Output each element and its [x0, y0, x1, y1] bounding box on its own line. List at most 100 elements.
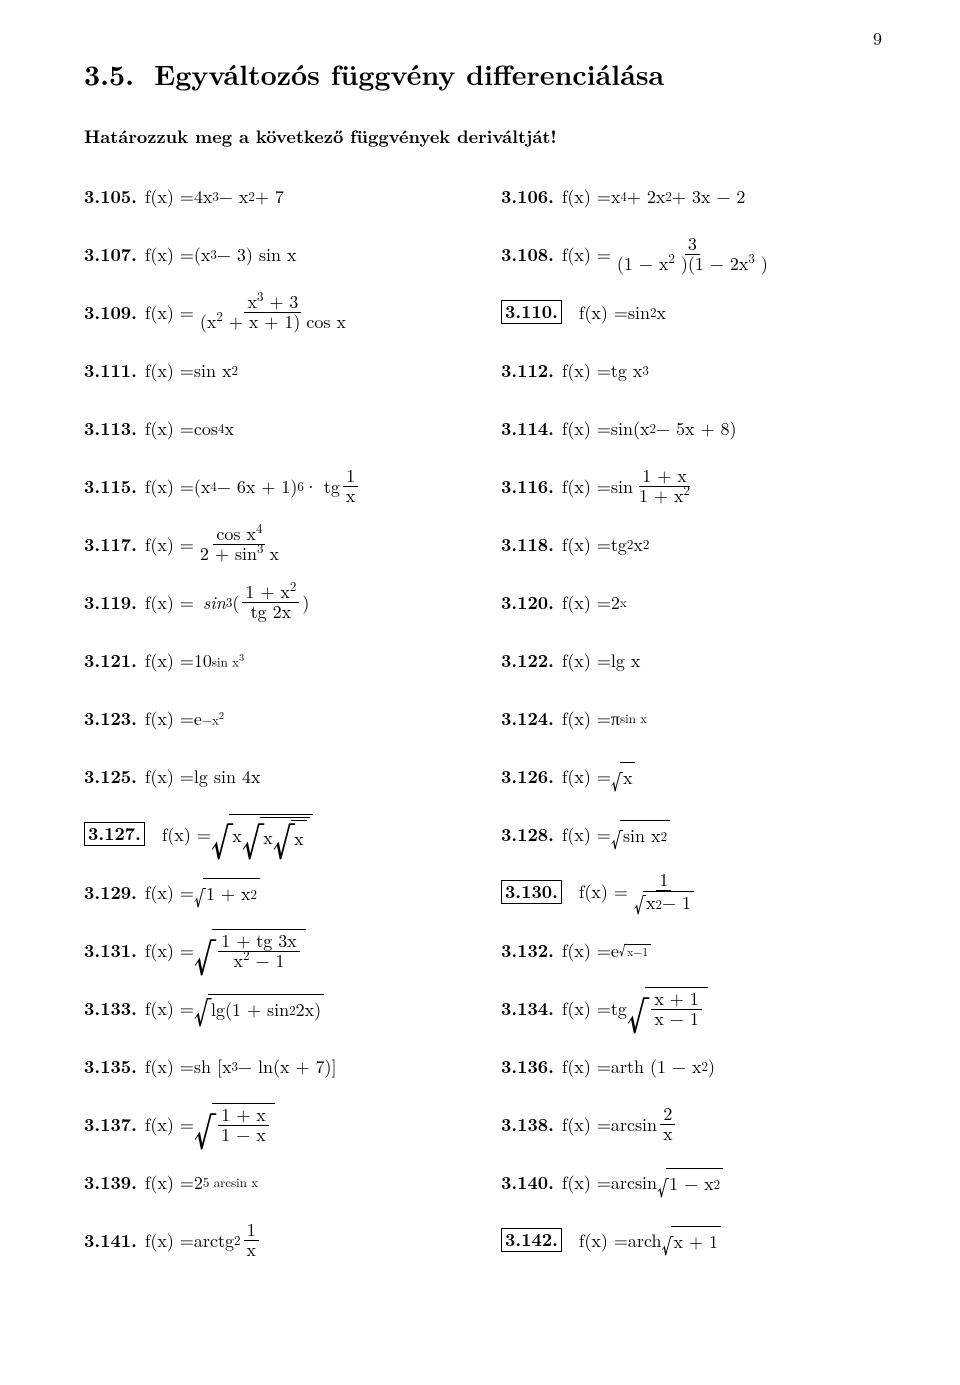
problem: 3.107. f(x) = (x3 − 3) sin x — [84, 225, 465, 283]
problem-number: 3.119. — [84, 590, 137, 615]
problem-number: 3.128. — [501, 822, 554, 847]
problem-number-boxed: 3.142. — [501, 1228, 562, 1253]
problem-expression: f(x) = (x4 − 6x + 1)6 · tg 1 x — [145, 467, 362, 506]
fraction: 3 (1 − x2 )(1 − 2x3 ) — [614, 235, 771, 274]
problem-number: 3.118. — [501, 532, 554, 557]
problem: 3.134. f(x) = tg √ x + 1 x − 1 — [501, 979, 882, 1037]
problem-number: 3.133. — [84, 996, 137, 1021]
problem-expression: f(x) = 2x — [562, 590, 627, 615]
problem-expression: f(x) = √x — [562, 762, 636, 790]
sqrt: √x2 − 1 — [634, 891, 694, 913]
problem-number: 3.131. — [84, 938, 137, 963]
problem: 3.116. f(x) = sin 1 + x 1 + x2 — [501, 457, 882, 515]
section-title-text: Egyváltozós függvény differenciálása — [154, 54, 664, 94]
fraction: 1 + tg 3x x2 − 1 — [218, 932, 300, 971]
problem: 3.123. f(x) = e−x2 — [84, 689, 465, 747]
problem-number: 3.114. — [501, 416, 554, 441]
problem-number: 3.139. — [84, 1170, 137, 1195]
sqrt: √x + 1 — [661, 1226, 721, 1254]
problem: 3.111. f(x) = sin x2 — [84, 341, 465, 399]
problem-number: 3.135. — [84, 1054, 137, 1079]
problem-number: 3.138. — [501, 1112, 554, 1137]
problem: 3.113. f(x) = cos4 x — [84, 399, 465, 457]
problem-number: 3.132. — [501, 938, 554, 963]
problem-expression: f(x) = sin 1 + x 1 + x2 — [562, 467, 696, 506]
problem-expression: f(x) = 25 arcsin x — [145, 1170, 258, 1195]
problem-expression: f(x) = sin2 x — [570, 300, 666, 325]
problem-number: 3.117. — [84, 532, 137, 557]
sqrt: √ 1 + tg 3x x2 − 1 — [194, 929, 306, 971]
page-number: 9 — [873, 26, 882, 51]
fraction: cos x4 2 + sin3 x — [197, 525, 282, 564]
problem: 3.138. f(x) = arcsin 2 x — [501, 1095, 882, 1153]
problem-expression: f(x) = arth (1 − x2 ) — [562, 1054, 715, 1079]
problem: 3.106. f(x) = x4 + 2x2 + 3x − 2 — [501, 167, 882, 225]
problem-number: 3.129. — [84, 880, 137, 905]
fraction: 1 √x2 − 1 — [631, 871, 697, 913]
problem-expression: f(x) = sin(x2 − 5x + 8) — [562, 416, 737, 441]
problem-number: 3.125. — [84, 764, 137, 789]
problem-expression: f(x) = cos x4 2 + sin3 x — [145, 525, 285, 564]
problem-number: 3.123. — [84, 706, 137, 731]
problem-number: 3.116. — [501, 474, 554, 499]
problem: 3.137. f(x) = √ 1 + x 1 − x — [84, 1095, 465, 1153]
problem-number: 3.108. — [501, 242, 554, 267]
problem-number-boxed: 3.127. — [84, 822, 145, 847]
fraction: 1 x — [243, 1221, 259, 1260]
fraction: x + 1 x − 1 — [651, 990, 702, 1029]
problem-expression: f(x) = tg √ x + 1 x − 1 — [562, 987, 708, 1029]
problem-expression: f(x) = sh [x3 − ln(x + 7)] — [145, 1054, 337, 1079]
problem: 3.124. f(x) = πsin x — [501, 689, 882, 747]
problem-number: 3.115. — [84, 474, 137, 499]
problem-expression: f(x) = tg 2 x2 — [562, 532, 650, 557]
problem: 3.126. f(x) = √x — [501, 747, 882, 805]
problem-number: 3.120. — [501, 590, 554, 615]
sqrt: √ x √x — [242, 817, 310, 855]
problem-expression: f(x) = arch √x + 1 — [570, 1226, 721, 1254]
problem-expression: f(x) = e−x2 — [145, 706, 224, 731]
problem: 3.122. f(x) = lg x — [501, 631, 882, 689]
problem-expression: f(x) = lg x — [562, 648, 641, 673]
fraction: 1 + x 1 − x — [218, 1106, 269, 1145]
problem: 3.121. f(x) = 10sin x3 — [84, 631, 465, 689]
problem-number: 3.105. — [84, 184, 137, 209]
problem-expression: f(x) = πsin x — [562, 706, 647, 731]
page: 9 3.5.Egyváltozós függvény differenciálá… — [0, 0, 960, 1385]
problem-number: 3.141. — [84, 1228, 137, 1253]
problem-number: 3.137. — [84, 1112, 137, 1137]
fraction: 1 + x2 tg 2x — [242, 583, 299, 622]
problem: 3.114. f(x) = sin(x2 − 5x + 8) — [501, 399, 882, 457]
problem-expression: f(x) = arcsin 2 x — [562, 1105, 679, 1144]
fraction: 1 + x 1 + x2 — [636, 467, 693, 506]
problem-expression: f(x) = √sin x2 — [562, 820, 670, 848]
fraction: 2 x — [660, 1105, 676, 1144]
fraction: x3 + 3 (x2 + x + 1) cos x — [197, 293, 349, 332]
sqrt: √1 + x2 — [194, 878, 260, 906]
problem-expression: f(x) = arctg 2 1 x — [145, 1221, 262, 1260]
sqrt: √ x √ x √x — [211, 814, 313, 855]
problem: 3.109. f(x) = x3 + 3 (x2 + x + 1) cos x — [84, 283, 465, 341]
problem-number: 3.111. — [84, 358, 137, 383]
problem: 3.115. f(x) = (x4 − 6x + 1)6 · tg 1 x — [84, 457, 465, 515]
fraction: 1 x — [343, 467, 359, 506]
problem-number: 3.134. — [501, 996, 554, 1021]
problem-expression: f(x) = arcsin √1 − x2 — [562, 1168, 723, 1196]
sqrt: √x — [273, 820, 307, 855]
sqrt: √x — [611, 762, 636, 790]
problem: 3.131. f(x) = √ 1 + tg 3x x2 − 1 — [84, 921, 465, 979]
problem: 3.127. f(x) = √ x √ x √x — [84, 805, 465, 863]
problem-expression: f(x) = (x3 − 3) sin x — [145, 242, 297, 267]
problem-expression: f(x) = x3 + 3 (x2 + x + 1) cos x — [145, 293, 352, 332]
problem: 3.108. f(x) = 3 (1 − x2 )(1 − 2x3 ) — [501, 225, 882, 283]
problem-number: 3.124. — [501, 706, 554, 731]
problem: 3.120. f(x) = 2x — [501, 573, 882, 631]
sqrt: √x−1 — [619, 944, 651, 956]
problem-number: 3.126. — [501, 764, 554, 789]
problem: 3.128. f(x) = √sin x2 — [501, 805, 882, 863]
problem: 3.118. f(x) = tg 2 x2 — [501, 515, 882, 573]
section-heading: 3.5.Egyváltozós függvény differenciálása — [84, 54, 882, 94]
problem-expression: f(x) = 3 (1 − x2 )(1 − 2x3 ) — [562, 235, 774, 274]
problem-expression: f(x) = 10sin x3 — [145, 648, 244, 673]
problem: 3.129. f(x) = √1 + x2 — [84, 863, 465, 921]
problem: 3.112. f(x) = tg x3 — [501, 341, 882, 399]
